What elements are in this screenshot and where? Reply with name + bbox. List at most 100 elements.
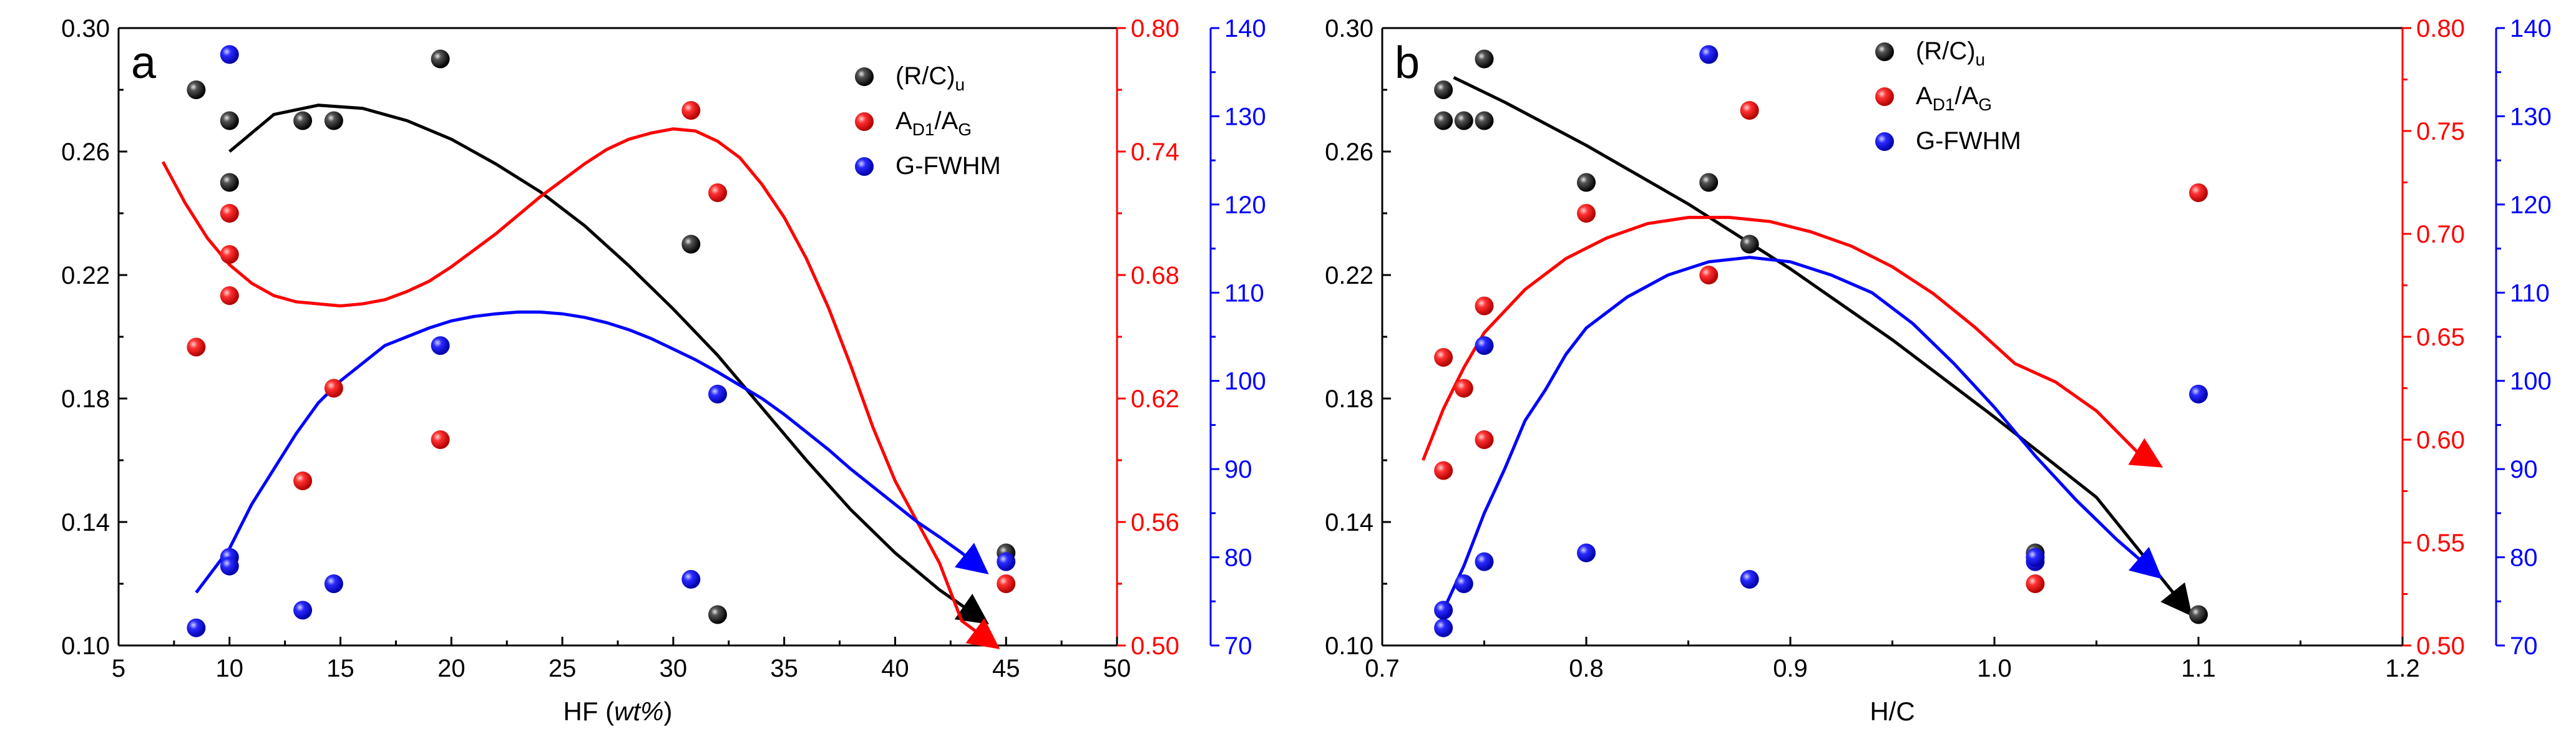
data-point bbox=[2189, 384, 2208, 404]
y-right1-tick-label: 0.62 bbox=[1131, 385, 1179, 413]
data-point bbox=[997, 552, 1016, 571]
y-right2-tick-label: 140 bbox=[1224, 15, 1266, 42]
legend-label: (R/C)u bbox=[1916, 37, 1985, 69]
data-point bbox=[220, 556, 239, 576]
legend-marker bbox=[855, 157, 874, 176]
y-left-tick-label: 0.10 bbox=[1325, 632, 1373, 660]
x-tick-label: 50 bbox=[1103, 655, 1131, 682]
y-right2-tick-label: 90 bbox=[2510, 456, 2538, 483]
data-point bbox=[187, 618, 206, 637]
y-right2-tick-label: 140 bbox=[2510, 15, 2552, 42]
y-right1-tick-label: 0.74 bbox=[1131, 138, 1179, 166]
y-right1-tick-label: 0.60 bbox=[2416, 427, 2465, 454]
data-point bbox=[1475, 111, 1494, 130]
y-left-tick-label: 0.26 bbox=[1325, 138, 1373, 166]
x-axis-label: HF (wt%) bbox=[563, 697, 672, 726]
data-point bbox=[708, 605, 727, 624]
legend-label: G-FWHM bbox=[1916, 127, 2021, 155]
y-right2-tick-label: 70 bbox=[2510, 632, 2538, 660]
data-point bbox=[187, 337, 206, 357]
y-left-tick-label: 0.30 bbox=[61, 15, 110, 42]
data-point bbox=[1434, 111, 1453, 130]
x-tick-label: 1.0 bbox=[1977, 655, 2012, 682]
data-point bbox=[2189, 183, 2208, 202]
y-right1-tick-label: 0.50 bbox=[1131, 632, 1179, 660]
x-tick-label: 15 bbox=[326, 655, 354, 682]
x-tick-label: 0.7 bbox=[1365, 655, 1400, 682]
y-left-tick-label: 0.26 bbox=[61, 138, 110, 166]
y-right1-tick-label: 0.68 bbox=[1131, 262, 1179, 289]
data-point bbox=[1454, 379, 1473, 398]
legend: (R/C)u AD1/AG G-FWHM bbox=[855, 62, 1001, 180]
data-point bbox=[1577, 543, 1596, 563]
data-point bbox=[324, 379, 343, 398]
y-right2-tick-label: 80 bbox=[2510, 544, 2538, 572]
data-point bbox=[431, 49, 450, 69]
y-right1-tick-label: 0.56 bbox=[1131, 509, 1179, 536]
data-point bbox=[1740, 234, 1759, 254]
x-tick-label: 35 bbox=[770, 655, 798, 682]
data-point bbox=[1454, 574, 1473, 593]
x-tick-label: 10 bbox=[216, 655, 244, 682]
trend-curve bbox=[228, 104, 989, 625]
trend-curve bbox=[1442, 256, 2163, 611]
y-left-tick-label: 0.18 bbox=[61, 385, 110, 413]
data-point bbox=[293, 601, 313, 620]
y-right1-tick-label: 0.75 bbox=[2416, 118, 2465, 145]
data-point bbox=[2026, 574, 2045, 593]
y-left-tick-label: 0.10 bbox=[61, 632, 110, 660]
data-point bbox=[1699, 266, 1719, 284]
data-point bbox=[1577, 173, 1596, 192]
trend-curve bbox=[195, 310, 989, 594]
data-point bbox=[681, 569, 701, 589]
data-point bbox=[1740, 101, 1759, 120]
y-left-tick-label: 0.18 bbox=[1325, 385, 1373, 413]
legend-marker bbox=[855, 112, 874, 131]
y-right1-tick-label: 0.80 bbox=[1131, 15, 1179, 42]
x-tick-label: 25 bbox=[549, 655, 577, 682]
data-point bbox=[1454, 111, 1473, 130]
data-point bbox=[2026, 548, 2045, 567]
x-tick-label: 40 bbox=[881, 655, 909, 682]
x-tick-label: 45 bbox=[992, 655, 1020, 682]
data-point bbox=[293, 111, 313, 130]
data-point bbox=[1740, 569, 1759, 589]
y-right2-tick-label: 130 bbox=[1224, 103, 1266, 130]
legend-label: AD1/AG bbox=[1916, 82, 1992, 114]
x-tick-label: 1.1 bbox=[2181, 655, 2216, 682]
data-point bbox=[1434, 601, 1453, 620]
x-tick-label: 20 bbox=[437, 655, 466, 682]
data-point bbox=[681, 101, 701, 120]
data-point bbox=[187, 80, 206, 99]
legend: (R/C)u AD1/AG G-FWHM bbox=[1875, 37, 2021, 155]
data-point bbox=[220, 45, 239, 64]
y-right1-tick-label: 0.80 bbox=[2416, 15, 2465, 42]
data-point bbox=[708, 384, 727, 404]
data-point bbox=[997, 574, 1016, 593]
data-point bbox=[708, 183, 727, 202]
y-right2-tick-label: 120 bbox=[1224, 191, 1266, 219]
data-point bbox=[2189, 605, 2208, 624]
y-right2-tick-label: 100 bbox=[2510, 368, 2552, 395]
trend-curve bbox=[1453, 75, 2192, 617]
data-point bbox=[293, 471, 313, 490]
data-point bbox=[220, 173, 239, 192]
x-tick-label: 30 bbox=[660, 655, 688, 682]
y-left-tick-label: 0.14 bbox=[61, 509, 110, 536]
legend-marker bbox=[1875, 87, 1894, 106]
data-point bbox=[1475, 336, 1494, 355]
legend-marker bbox=[1875, 132, 1894, 151]
data-point bbox=[324, 111, 343, 130]
y-left-tick-label: 0.22 bbox=[61, 262, 110, 289]
trend-curve bbox=[161, 127, 1000, 649]
y-right1-tick-label: 0.55 bbox=[2416, 529, 2465, 557]
data-point bbox=[1577, 204, 1596, 223]
data-point bbox=[324, 574, 343, 593]
data-point bbox=[1434, 618, 1453, 637]
data-point bbox=[220, 204, 239, 223]
y-right1-tick-label: 0.50 bbox=[2416, 632, 2465, 660]
data-point bbox=[1434, 80, 1453, 99]
y-right1-tick-label: 0.65 bbox=[2416, 324, 2465, 351]
data-point bbox=[681, 234, 701, 254]
